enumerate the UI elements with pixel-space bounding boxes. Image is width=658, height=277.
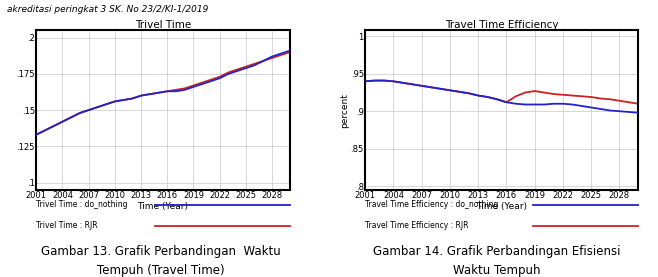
Text: Travel Time Efficiency : RJR: Travel Time Efficiency : RJR bbox=[365, 221, 468, 230]
Text: Trivel Time : do_nothing: Trivel Time : do_nothing bbox=[36, 201, 128, 209]
Y-axis label: percent: percent bbox=[340, 93, 349, 127]
Title: Travel Time Efficiency: Travel Time Efficiency bbox=[445, 20, 559, 30]
Text: Waktu Tempuh: Waktu Tempuh bbox=[453, 264, 540, 277]
X-axis label: Time (Year): Time (Year) bbox=[138, 202, 188, 211]
Text: akreditasi peringkat 3 SK. No 23/2/KI-1/2019: akreditasi peringkat 3 SK. No 23/2/KI-1/… bbox=[7, 4, 208, 14]
Text: Trivel Time : RJR: Trivel Time : RJR bbox=[36, 221, 98, 230]
Text: Travel Time Efficiency : do_nothing: Travel Time Efficiency : do_nothing bbox=[365, 201, 499, 209]
X-axis label: Time (Year): Time (Year) bbox=[476, 202, 527, 211]
Title: Trivel Time: Trivel Time bbox=[135, 20, 191, 30]
Text: Gambar 14. Grafik Perbandingan Efisiensi: Gambar 14. Grafik Perbandingan Efisiensi bbox=[373, 245, 620, 258]
Text: Gambar 13. Grafik Perbandingan  Waktu: Gambar 13. Grafik Perbandingan Waktu bbox=[41, 245, 281, 258]
Text: Tempuh (Travel Time): Tempuh (Travel Time) bbox=[97, 264, 225, 277]
